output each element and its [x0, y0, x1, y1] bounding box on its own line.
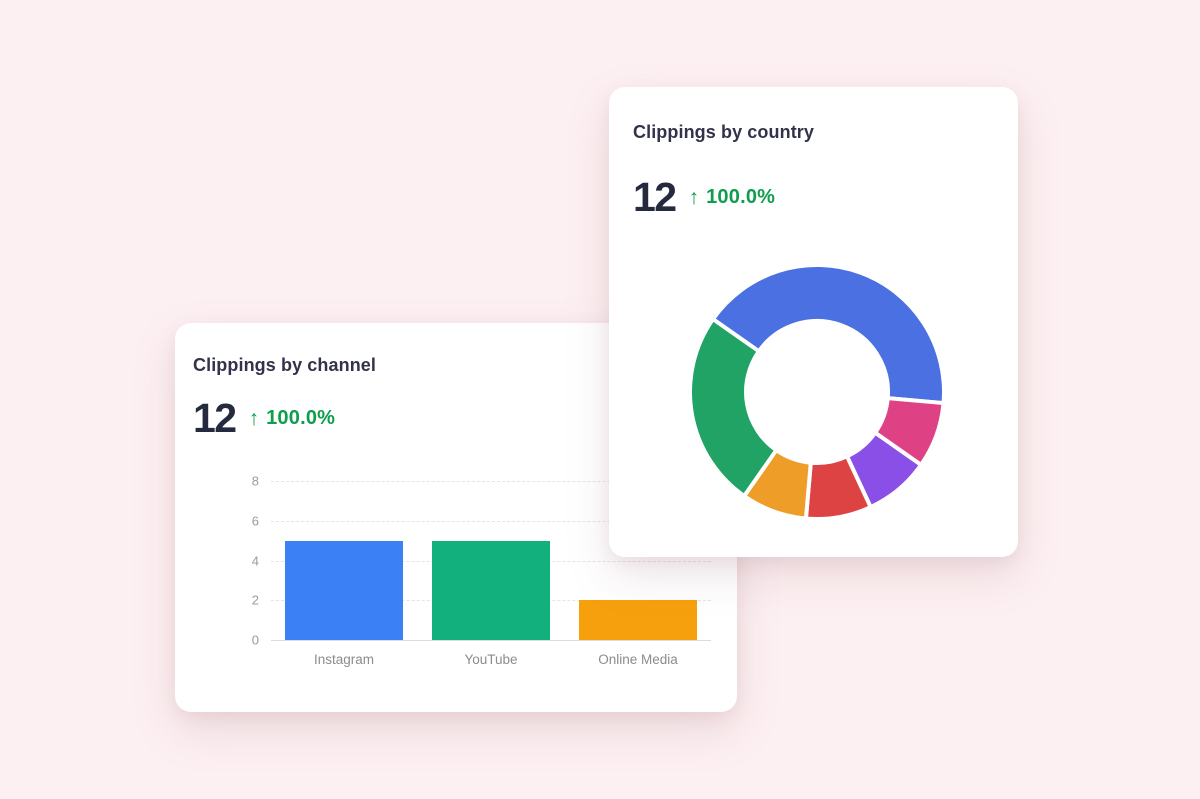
y-tick-label: 4: [251, 553, 259, 568]
y-tick-label: 2: [251, 592, 259, 608]
y-tick-label: 0: [251, 632, 259, 648]
gridline: [271, 481, 711, 482]
trend-up-arrow-icon: ↑: [688, 186, 700, 210]
channel-card-title: Clippings by channel: [193, 355, 377, 375]
country-card-title: Clippings by country: [633, 122, 815, 142]
bar-instagram[interactable]: [285, 540, 403, 640]
trend-up-arrow-icon: ↑: [248, 407, 260, 431]
donut-segment-6[interactable]: [688, 317, 779, 499]
gridline: [271, 520, 711, 522]
y-tick-label: 6: [251, 513, 259, 529]
channel-trend-value: 100.0%: [266, 407, 336, 430]
x-tick-label: Instagram: [313, 652, 375, 667]
donut-chart: [688, 263, 946, 521]
channel-trend-indicator: ↑ 100.0%: [249, 407, 336, 430]
y-tick-label: 8: [251, 473, 259, 489]
country-trend-indicator: ↑ 100.0%: [689, 186, 776, 209]
x-axis-line: [271, 640, 711, 641]
donut-chart-area: [688, 263, 946, 521]
x-tick-label: YouTube: [464, 652, 518, 667]
channel-metric-row: 12 ↑ 100.0%: [193, 395, 336, 441]
bar-chart-plot: 0 2 4 6 8 Instagram YouTube Online Media: [252, 474, 711, 667]
channel-metric-value: 12: [193, 395, 237, 441]
bar-youtube[interactable]: [432, 540, 550, 640]
country-metric-row: 12 ↑ 100.0%: [633, 174, 776, 220]
bar-online-media[interactable]: [579, 600, 697, 640]
x-tick-label: Online Media: [598, 652, 678, 667]
country-trend-value: 100.0%: [706, 186, 776, 209]
country-metric-value: 12: [633, 174, 677, 220]
country-card: Clippings by country 12 ↑ 100.0%: [609, 87, 1018, 557]
donut-segment-1[interactable]: [710, 263, 946, 406]
